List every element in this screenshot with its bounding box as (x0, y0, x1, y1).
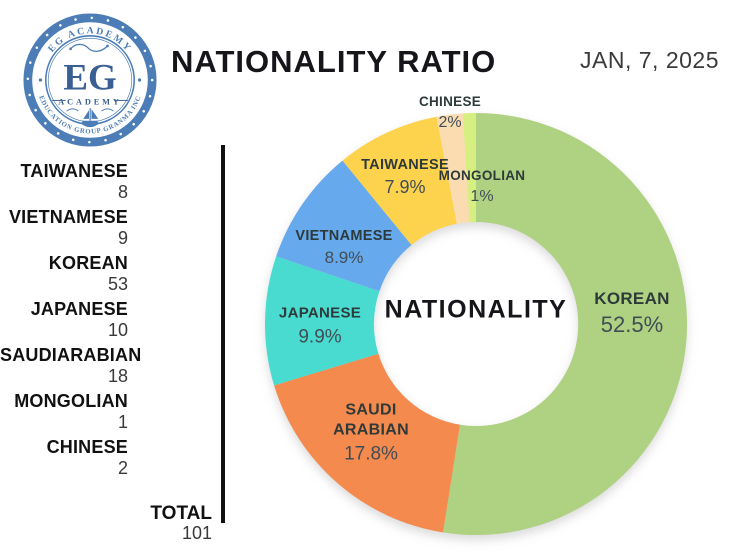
logo-side-dot-right (137, 78, 142, 82)
list-item-count: 18 (107, 366, 128, 386)
total-label: TOTAL (150, 503, 212, 524)
list-item-count: 2 (117, 458, 128, 478)
list-item-label: SAUDIARABIAN (0, 345, 142, 365)
logo-academy-word: ACADEMY (58, 97, 121, 106)
slice-percent: 1% (470, 188, 494, 206)
slice-label-taiwanese: TAIWANESE 7.9% (361, 156, 449, 200)
page-title: NATIONALITY RATIO (171, 44, 497, 79)
report-date: JAN, 7, 2025 (580, 47, 719, 73)
donut-slice-taiwanese (342, 116, 457, 245)
list-item-count: 1 (117, 412, 128, 432)
logo-scroll-ornament (70, 43, 108, 52)
donut-slice-saudi-arabian (274, 353, 460, 533)
logo-flourish (66, 108, 114, 112)
slice-name: SAUDI ARABIAN (333, 401, 409, 439)
donut-slice-korean (443, 112, 688, 535)
slice-label-saudi-arabian: SAUDI ARABIAN 17.8% (321, 401, 421, 468)
list-item: MONGOLIAN 1 (0, 391, 128, 432)
slice-percent: 8.9% (324, 248, 364, 268)
slice-label-mongolian: MONGOLIAN 1% (439, 168, 526, 208)
list-item: KOREAN 53 (0, 253, 128, 294)
list-item-count: 9 (117, 228, 128, 248)
slice-name: VIETNAMESE (295, 227, 393, 244)
total-block: TOTAL 101 (0, 503, 212, 543)
list-item: TAIWANESE 8 (0, 161, 128, 202)
slice-name: TAIWANESE (361, 157, 449, 174)
slice-percent: 7.9% (384, 177, 426, 198)
list-item-label: VIETNAMESE (8, 207, 128, 227)
list-item: SAUDIARABIAN 18 (0, 345, 142, 386)
donut-slice-japanese (265, 256, 380, 386)
slice-name: CHINESE (418, 94, 482, 110)
slice-label-korean: KOREAN 52.5% (594, 288, 669, 340)
donut-slice-chinese (436, 113, 470, 224)
list-item-label: MONGOLIAN (14, 391, 128, 411)
list-item: JAPANESE 10 (0, 299, 128, 340)
nationality-summary-list: TAIWANESE 8 VIETNAMESE 9 KOREAN 53 JAPAN… (0, 161, 142, 483)
list-item-label: JAPANESE (30, 299, 128, 319)
logo-ornament-dot-right (106, 44, 109, 48)
list-item-label: TAIWANESE (20, 161, 128, 181)
slice-name: MONGOLIAN (438, 168, 526, 184)
list-item: CHINESE 2 (0, 437, 128, 478)
slice-percent: 2% (438, 114, 462, 132)
slice-percent: 9.9% (298, 326, 342, 348)
list-item-label: KOREAN (48, 253, 128, 273)
eg-academy-logo: EG ACADEMY EDUCATION GROUP GRANMA INC EG… (23, 13, 157, 147)
total-count: 101 (181, 523, 212, 543)
logo-side-dot-left (38, 78, 43, 82)
list-item-count: 8 (117, 182, 128, 202)
list-item-count: 53 (107, 274, 128, 294)
list-item-label: CHINESE (46, 437, 128, 457)
logo-ring-dots (26, 16, 154, 144)
slice-label-chinese: CHINESE 2% (419, 94, 481, 134)
donut-slice-vietnamese (276, 160, 412, 292)
chart-center-label: NATIONALITY (384, 295, 568, 324)
slice-name: JAPANESE (278, 304, 362, 322)
slice-label-japanese: JAPANESE 9.9% (279, 304, 361, 349)
logo-ornament-dot-left (69, 47, 72, 51)
donut-slice-mongolian (462, 112, 476, 223)
list-item-count: 10 (107, 320, 128, 340)
slice-name: KOREAN (594, 289, 670, 309)
logo-monogram: EG (63, 57, 116, 98)
slice-percent: 52.5% (600, 312, 664, 338)
slice-label-vietnamese: VIETNAMESE 8.9% (295, 227, 392, 269)
slice-percent: 17.8% (344, 443, 398, 465)
divider-line (221, 145, 225, 523)
list-item: VIETNAMESE 9 (0, 207, 128, 248)
